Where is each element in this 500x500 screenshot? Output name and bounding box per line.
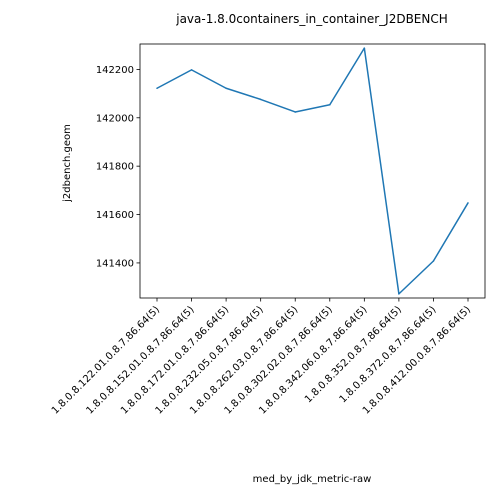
data-point <box>156 87 158 90</box>
data-point <box>467 202 469 204</box>
data-point <box>432 260 435 262</box>
data-point <box>329 103 331 106</box>
data-point <box>363 47 366 49</box>
data-point <box>398 293 400 295</box>
plot-frame <box>139 43 486 299</box>
data-series-line <box>156 47 469 295</box>
data-point <box>259 98 262 101</box>
chart-title: java-1.8.0containers_in_container_J2DBEN… <box>175 12 448 26</box>
y-tick-label: 141600 <box>96 210 134 221</box>
data-point <box>190 69 193 71</box>
y-tick-label: 141400 <box>96 258 134 269</box>
y-tick-label: 142200 <box>96 65 134 76</box>
y-tick-label: 142000 <box>96 113 134 124</box>
y-axis-label: j2dbench.geom <box>62 124 73 203</box>
plot-area: 1414001416001418001420001422001.8.0.8.12… <box>50 43 486 417</box>
x-axis-label: med_by_jdk_metric-raw <box>253 474 372 485</box>
data-point <box>294 111 296 113</box>
data-point <box>225 87 227 90</box>
y-tick-label: 141800 <box>96 162 134 173</box>
